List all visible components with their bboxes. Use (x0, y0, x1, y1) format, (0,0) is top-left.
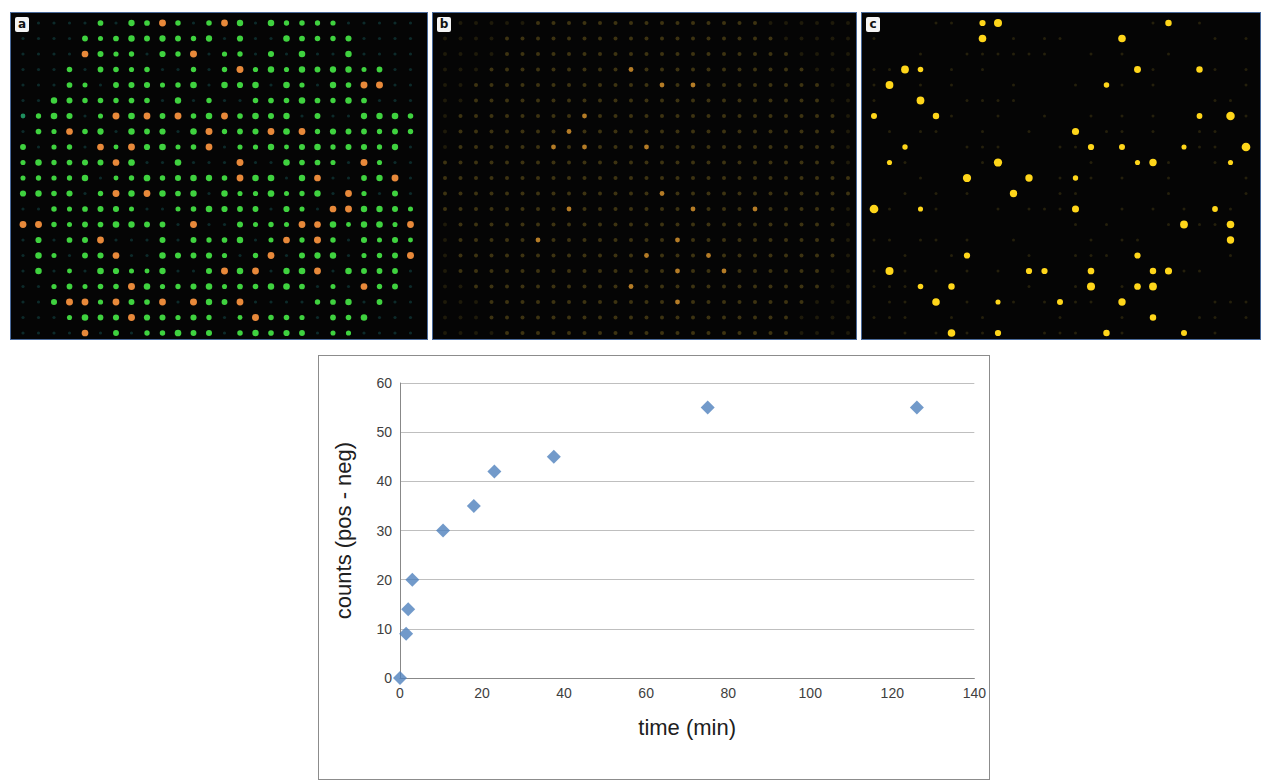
html-text:c: c (869, 17, 877, 31)
svg-text:80: 80 (720, 685, 736, 701)
svg-text:50: 50 (376, 424, 392, 440)
svg-text:40: 40 (376, 473, 392, 489)
svg-text:time (min): time (min) (638, 715, 736, 740)
svg-text:120: 120 (881, 685, 905, 701)
html-text:a: a (17, 17, 26, 31)
svg-text:0: 0 (396, 685, 404, 701)
svg-text:60: 60 (638, 685, 654, 701)
svg-text:0: 0 (384, 670, 392, 686)
svg-text:140: 140 (963, 685, 987, 701)
svg-text:20: 20 (376, 572, 392, 588)
svg-text:30: 30 (376, 523, 392, 539)
svg-text:100: 100 (799, 685, 823, 701)
svg-text:40: 40 (556, 685, 572, 701)
svg-text:60: 60 (376, 375, 392, 391)
svg-text:10: 10 (376, 621, 392, 637)
svg-text:counts (pos - neg): counts (pos - neg) (331, 442, 356, 619)
html-text:b: b (439, 17, 449, 31)
svg-text:20: 20 (474, 685, 490, 701)
